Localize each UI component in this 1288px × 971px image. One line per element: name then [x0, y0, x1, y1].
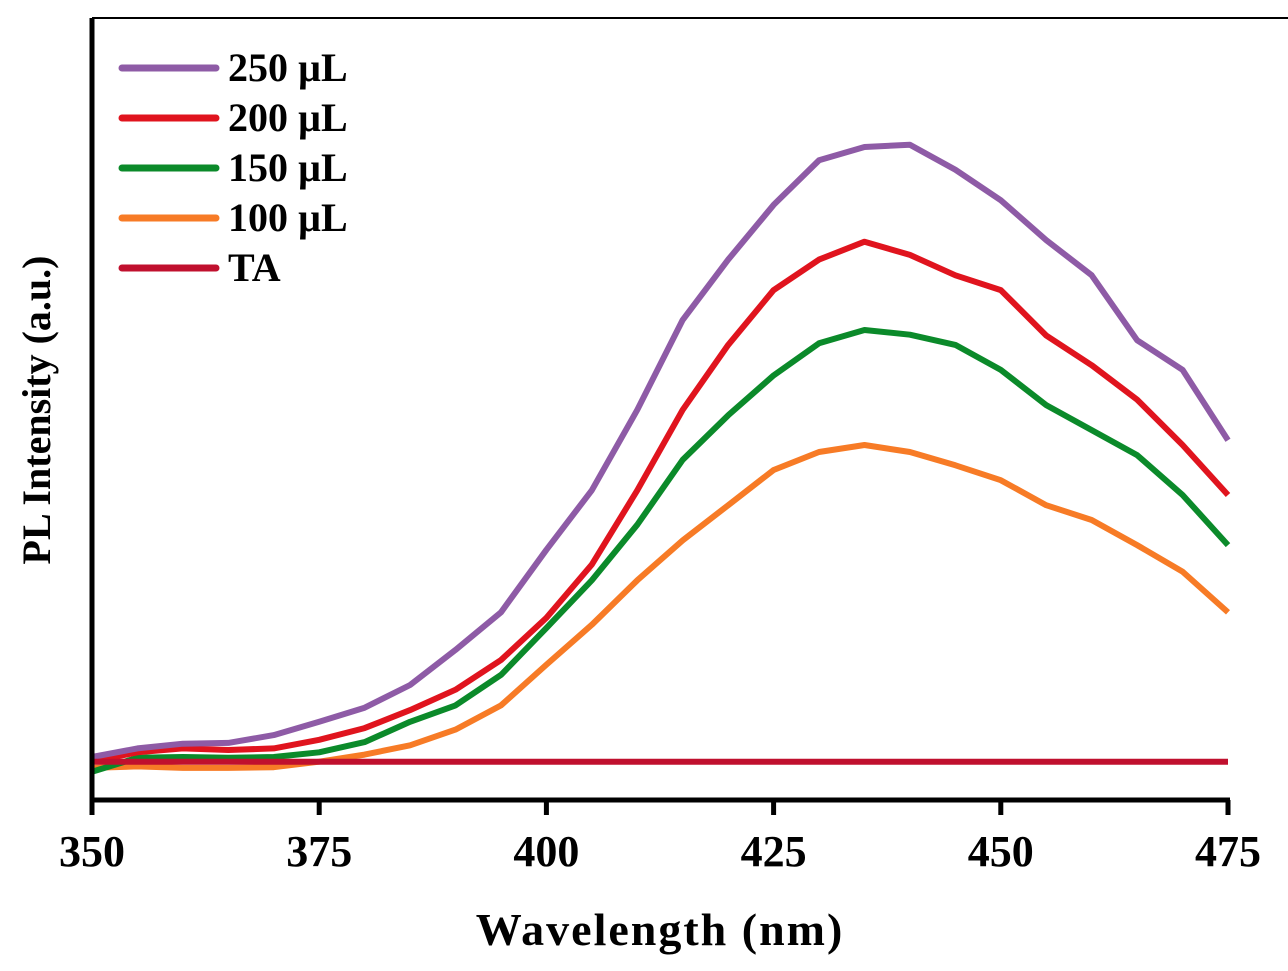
- legend-label: 150 µL: [228, 145, 348, 190]
- legend-label: 200 µL: [228, 95, 348, 140]
- series-line-250l: [91, 141, 1231, 760]
- x-tick-label: 350: [59, 827, 125, 876]
- series-line-150l: [91, 327, 1231, 775]
- x-tick-label: 475: [1195, 827, 1261, 876]
- x-tick-label: 375: [286, 827, 352, 876]
- x-tick-label: 425: [741, 827, 807, 876]
- y-axis-title: PL Intensity (a.u.): [14, 256, 59, 565]
- plot-lines: [91, 141, 1231, 775]
- x-tick-label: 400: [513, 827, 579, 876]
- series-line-200l: [91, 238, 1231, 765]
- legend: 250 µL 200 µL 150 µL 100 µL TA: [118, 45, 348, 290]
- x-axis-title: Wavelength (nm): [476, 904, 845, 955]
- x-tick-label: 450: [968, 827, 1034, 876]
- legend-label: 250 µL: [228, 45, 348, 90]
- series-line-100l: [91, 442, 1230, 771]
- legend-label: 100 µL: [228, 195, 348, 240]
- x-ticks: 350 375 400 425 450 475: [59, 800, 1261, 876]
- legend-label: TA: [228, 245, 281, 290]
